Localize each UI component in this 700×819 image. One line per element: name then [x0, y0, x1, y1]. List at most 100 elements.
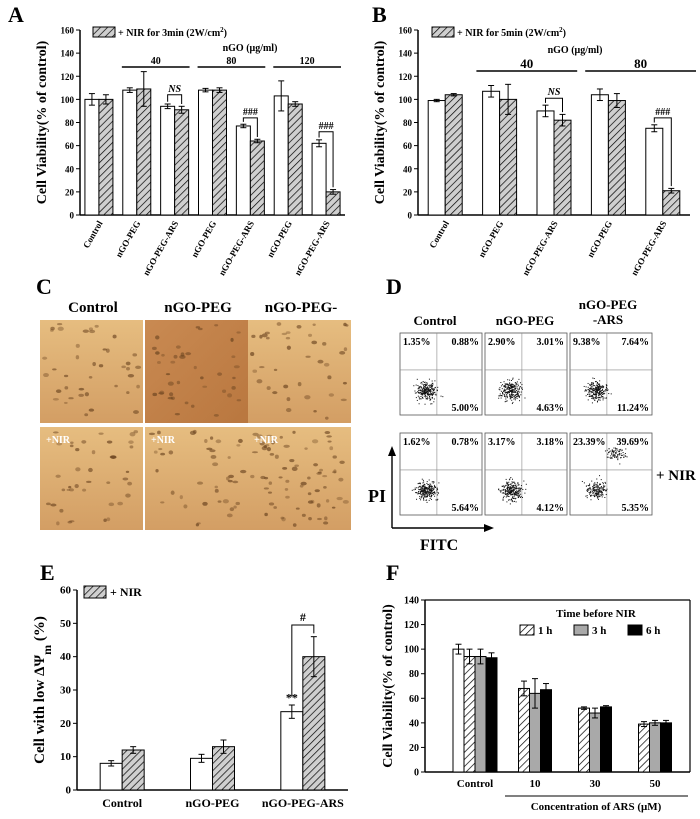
flow-event-dot [595, 484, 597, 486]
flow-event-dot [437, 494, 439, 496]
y-tick-label: 160 [399, 26, 413, 36]
flow-event-dot [597, 388, 599, 390]
flow-event-dot [592, 490, 594, 492]
flow-event-dot [421, 388, 423, 390]
flow-event-dot [418, 398, 420, 400]
flow-event-dot [427, 494, 429, 496]
flow-event-dot [413, 385, 415, 387]
flow-event-dot [609, 450, 611, 452]
flow-event-dot [421, 390, 423, 392]
flow-event-dot [424, 496, 426, 498]
legend-label: 6 h [646, 625, 660, 637]
flow-event-dot [503, 381, 505, 383]
flow-event-dot [605, 388, 607, 390]
flow-event-dot [599, 389, 601, 391]
flow-event-dot [589, 395, 591, 397]
y-tick-label: 100 [404, 645, 419, 656]
flow-event-dot [603, 386, 605, 388]
flow-event-dot [592, 487, 594, 489]
cell-dot [326, 435, 332, 438]
cell-dot [184, 401, 189, 405]
cell-dot [197, 327, 203, 331]
flow-event-dot [587, 393, 589, 395]
flow-event-dot [516, 386, 518, 388]
cell-dot [252, 432, 259, 436]
flow-event-dot [436, 499, 438, 501]
flow-event-dot [426, 490, 428, 492]
flow-event-dot [430, 488, 432, 490]
flow-event-dot [420, 398, 422, 400]
flow-event-dot [421, 383, 423, 385]
flow-event-dot [425, 487, 427, 489]
flow-event-dot [588, 390, 590, 392]
flow-event-dot [588, 489, 590, 491]
cell-dot [158, 392, 165, 395]
cell-dot [52, 431, 59, 434]
flow-event-dot [518, 489, 520, 491]
flow-event-dot [506, 482, 508, 484]
cell-dot [317, 471, 322, 474]
flow-event-dot [433, 491, 435, 493]
flow-event-dot [619, 463, 621, 465]
flow-event-dot [509, 487, 511, 489]
bar-6-h [485, 657, 498, 773]
flow-event-dot [599, 394, 601, 396]
flow-event-dot [500, 390, 502, 392]
flow-event-dot [516, 487, 518, 489]
x-tick-label: nGO-PEG [265, 219, 294, 259]
flow-event-dot [623, 456, 625, 458]
flow-event-dot [511, 386, 513, 388]
flow-event-dot [424, 494, 426, 496]
flow-event-dot [597, 492, 599, 494]
quadrant-value-ur: 0.78% [452, 437, 480, 448]
flow-event-dot [414, 488, 416, 490]
flow-event-dot [592, 388, 594, 390]
flow-event-dot [423, 392, 425, 394]
flow-event-dot [596, 488, 598, 490]
flow-event-dot [510, 384, 512, 386]
flow-event-dot [432, 481, 434, 483]
flow-event-dot [428, 488, 430, 490]
flow-event-dot [427, 392, 429, 394]
y-tick-label: 140 [404, 596, 419, 607]
flow-event-dot [426, 387, 428, 389]
flow-event-dot [611, 449, 613, 451]
cell-dot [55, 389, 62, 393]
cell-dot [266, 434, 273, 438]
bar-nir [98, 98, 114, 216]
flow-event-dot [430, 390, 432, 392]
flow-event-dot [516, 489, 518, 491]
flow-event-dot [623, 457, 625, 459]
flow-event-dot [423, 381, 425, 383]
flow-event-dot [418, 491, 420, 493]
flow-event-dot [419, 392, 421, 394]
flow-event-dot [419, 386, 421, 388]
cell-dot [325, 416, 329, 420]
flow-event-dot [422, 388, 424, 390]
flow-event-dot [434, 491, 436, 493]
flow-event-dot [425, 394, 427, 396]
flow-event-dot [512, 377, 514, 379]
flow-event-dot [507, 491, 509, 493]
cell-dot [56, 521, 60, 526]
flow-event-dot [516, 389, 518, 391]
flow-event-dot [421, 485, 423, 487]
significance-bracket [291, 624, 315, 697]
cell-dot [125, 361, 131, 366]
flow-event-dot [431, 492, 433, 494]
cell-dot [86, 480, 92, 483]
flow-event-dot [517, 495, 519, 497]
panel-label-c: C [36, 274, 52, 299]
flow-event-dot [607, 453, 609, 455]
flow-event-dot [587, 488, 589, 490]
pi-arrowhead [388, 446, 396, 456]
flow-event-dot [605, 384, 607, 386]
flow-event-dot [589, 390, 591, 392]
cell-dot [68, 397, 74, 400]
cell-dot [129, 432, 136, 437]
flow-event-dot [508, 390, 510, 392]
flow-event-dot [432, 394, 434, 396]
flow-event-dot [503, 388, 505, 390]
cell-dot [106, 481, 111, 484]
flow-event-dot [512, 384, 514, 386]
